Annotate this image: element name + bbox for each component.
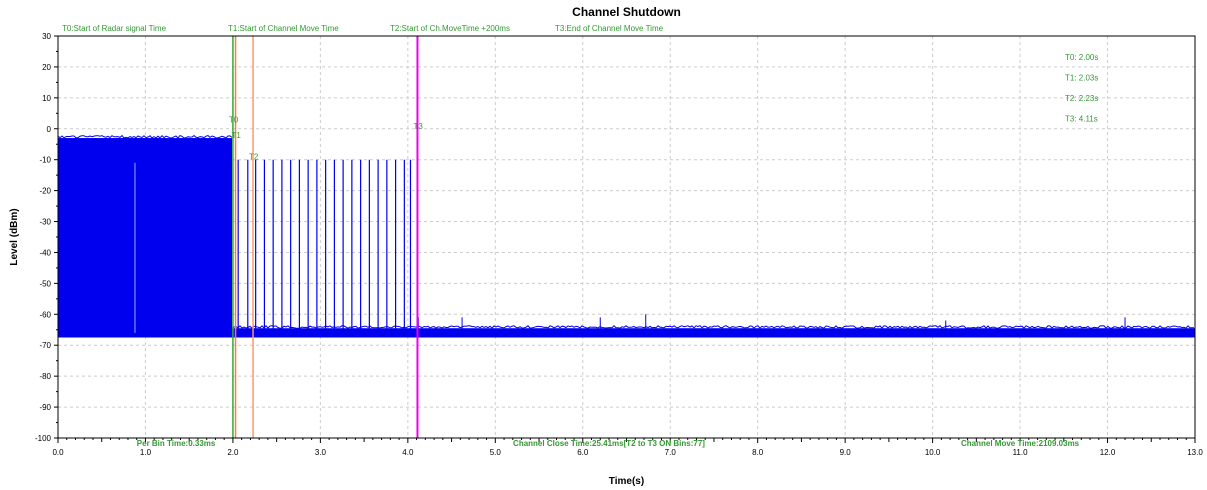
stats-annotations: Per Bin Time:0.33ms Channel Close Time:25… bbox=[137, 439, 1080, 448]
readout-t2: T2: 2.23s bbox=[1065, 94, 1098, 103]
marker-legend: T0:Start of Radar signal Time T1:Start of… bbox=[62, 24, 664, 33]
stat-annotation: Channel Close Time:25.41ms[T2 to T3 ON B… bbox=[513, 439, 705, 448]
x-tick-label: 3.0 bbox=[315, 448, 327, 457]
y-tick-label: -40 bbox=[39, 248, 51, 257]
signal-noise-edge bbox=[231, 324, 1194, 329]
x-tick-label: 9.0 bbox=[840, 448, 852, 457]
x-axis-title: Time(s) bbox=[609, 476, 644, 487]
legend-entry-t1: T1:Start of Channel Move Time bbox=[228, 24, 339, 33]
x-tick-label: 13.0 bbox=[1187, 448, 1203, 457]
readout-t0: T0: 2.00s bbox=[1065, 53, 1098, 62]
marker-label-t0: T0 bbox=[229, 116, 239, 125]
y-tick-label: -100 bbox=[35, 434, 52, 443]
y-axis-title: Level (dBm) bbox=[9, 208, 20, 265]
x-tick-label: 5.0 bbox=[490, 448, 502, 457]
y-tick-label: 10 bbox=[42, 94, 51, 103]
x-axis: 0.0 1.0 2.0 3.0 4.0 5.0 6.0 7.0 8.0 9.0 10.0 11.0 12… bbox=[52, 438, 1203, 457]
y-tick-label: 0 bbox=[47, 125, 52, 134]
signal-band bbox=[58, 138, 233, 338]
marker-labels: T0 T1 T2 T3 bbox=[229, 116, 423, 162]
marker-label-t2: T2 bbox=[249, 153, 259, 162]
marker-lines bbox=[232, 36, 419, 438]
y-tick-label: -10 bbox=[39, 156, 51, 165]
x-tick-label: 4.0 bbox=[402, 448, 414, 457]
y-tick-label: -70 bbox=[39, 341, 51, 350]
x-tick-label: 7.0 bbox=[665, 448, 677, 457]
legend-entry-t2: T2:Start of Ch.MoveTime +200ms bbox=[390, 24, 510, 33]
y-tick-label: -30 bbox=[39, 218, 51, 227]
y-tick-label: 20 bbox=[42, 63, 51, 72]
y-axis: 30 20 10 0 -10 -20 -30 -40 -50 -60 -70 -80 -90 -100 bbox=[35, 32, 58, 443]
marker-readouts: T0: 2.00s T1: 2.03s T2: 2.23s T3: 4.11s bbox=[1065, 53, 1098, 124]
stat-annotation: Channel Move Time:2109.03ms bbox=[961, 439, 1080, 448]
y-tick-label: -90 bbox=[39, 403, 51, 412]
y-tick-label: -50 bbox=[39, 279, 51, 288]
legend-entry-t0: T0:Start of Radar signal Time bbox=[62, 24, 167, 33]
x-tick-label: 2.0 bbox=[227, 448, 239, 457]
x-tick-label: 8.0 bbox=[752, 448, 764, 457]
x-tick-label: 6.0 bbox=[577, 448, 589, 457]
x-tick-label: 12.0 bbox=[1100, 448, 1116, 457]
x-tick-label: 11.0 bbox=[1013, 448, 1029, 457]
y-tick-label: -80 bbox=[39, 372, 51, 381]
x-tick-label: 0.0 bbox=[52, 448, 64, 457]
y-tick-label: 30 bbox=[42, 32, 51, 41]
x-tick-label: 1.0 bbox=[140, 448, 152, 457]
chart-title: Channel Shutdown bbox=[572, 5, 681, 19]
signal-noise-edge bbox=[57, 134, 233, 139]
legend-entry-t3: T3:End of Channel Move Time bbox=[555, 24, 664, 33]
x-tick-label: 10.0 bbox=[925, 448, 941, 457]
readout-t3: T3: 4.11s bbox=[1065, 115, 1098, 124]
marker-label-t1: T1 bbox=[232, 131, 242, 140]
marker-label-t3: T3 bbox=[413, 122, 423, 131]
y-tick-label: -20 bbox=[39, 187, 51, 196]
readout-t1: T1: 2.03s bbox=[1065, 74, 1098, 83]
signal-band bbox=[232, 328, 1195, 338]
stat-annotation: Per Bin Time:0.33ms bbox=[137, 439, 216, 448]
signal-series bbox=[57, 134, 1195, 338]
y-tick-label: -60 bbox=[39, 310, 51, 319]
